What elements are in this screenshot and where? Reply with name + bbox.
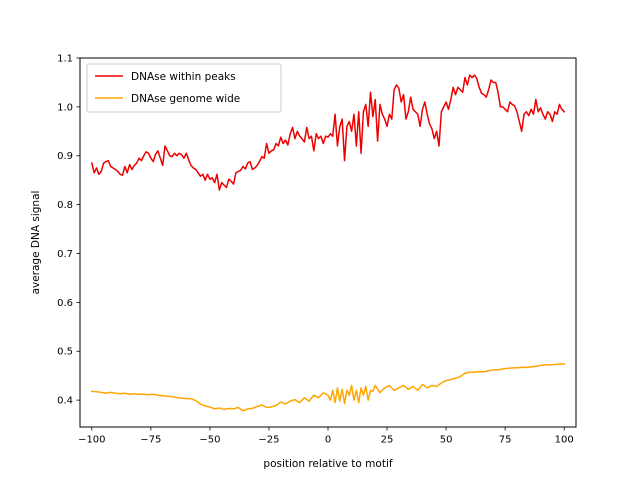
x-tick-label: −25 bbox=[258, 435, 279, 446]
x-tick-label: 50 bbox=[440, 435, 453, 446]
x-tick-label: 25 bbox=[381, 435, 394, 446]
y-tick-label: 1.1 bbox=[57, 54, 73, 65]
y-axis: 0.4 0.5 0.6 0.7 0.8 0.9 1.0 1.1 bbox=[57, 54, 80, 407]
y-tick-label: 0.5 bbox=[57, 347, 73, 358]
x-tick-label: 0 bbox=[325, 435, 331, 446]
x-tick-label: −50 bbox=[199, 435, 220, 446]
x-axis-label: position relative to motif bbox=[263, 458, 392, 470]
y-tick-label: 0.8 bbox=[57, 200, 73, 211]
y-tick-label: 1.0 bbox=[57, 102, 73, 113]
x-tick-label: −75 bbox=[140, 435, 161, 446]
y-tick-label: 0.7 bbox=[57, 249, 73, 260]
legend-box bbox=[86, 63, 282, 113]
legend: DNAse within peaks DNAse genome wide bbox=[86, 63, 282, 113]
series-layer bbox=[90, 74, 566, 412]
series-line-0 bbox=[90, 74, 566, 191]
series-line-1 bbox=[90, 363, 565, 412]
y-tick-label: 0.9 bbox=[57, 151, 73, 162]
x-axis: −100 −75 −50 −25 0 25 50 75 100 bbox=[78, 427, 574, 446]
x-tick-label: 100 bbox=[555, 435, 574, 446]
y-tick-label: 0.4 bbox=[57, 396, 73, 407]
x-tick-label: −100 bbox=[78, 435, 105, 446]
legend-label-within-peaks: DNAse within peaks bbox=[131, 71, 236, 83]
y-axis-label: average DNA signal bbox=[30, 191, 42, 295]
x-tick-label: 75 bbox=[499, 435, 512, 446]
y-tick-label: 0.6 bbox=[57, 298, 73, 309]
legend-label-genome-wide: DNAse genome wide bbox=[131, 93, 240, 105]
